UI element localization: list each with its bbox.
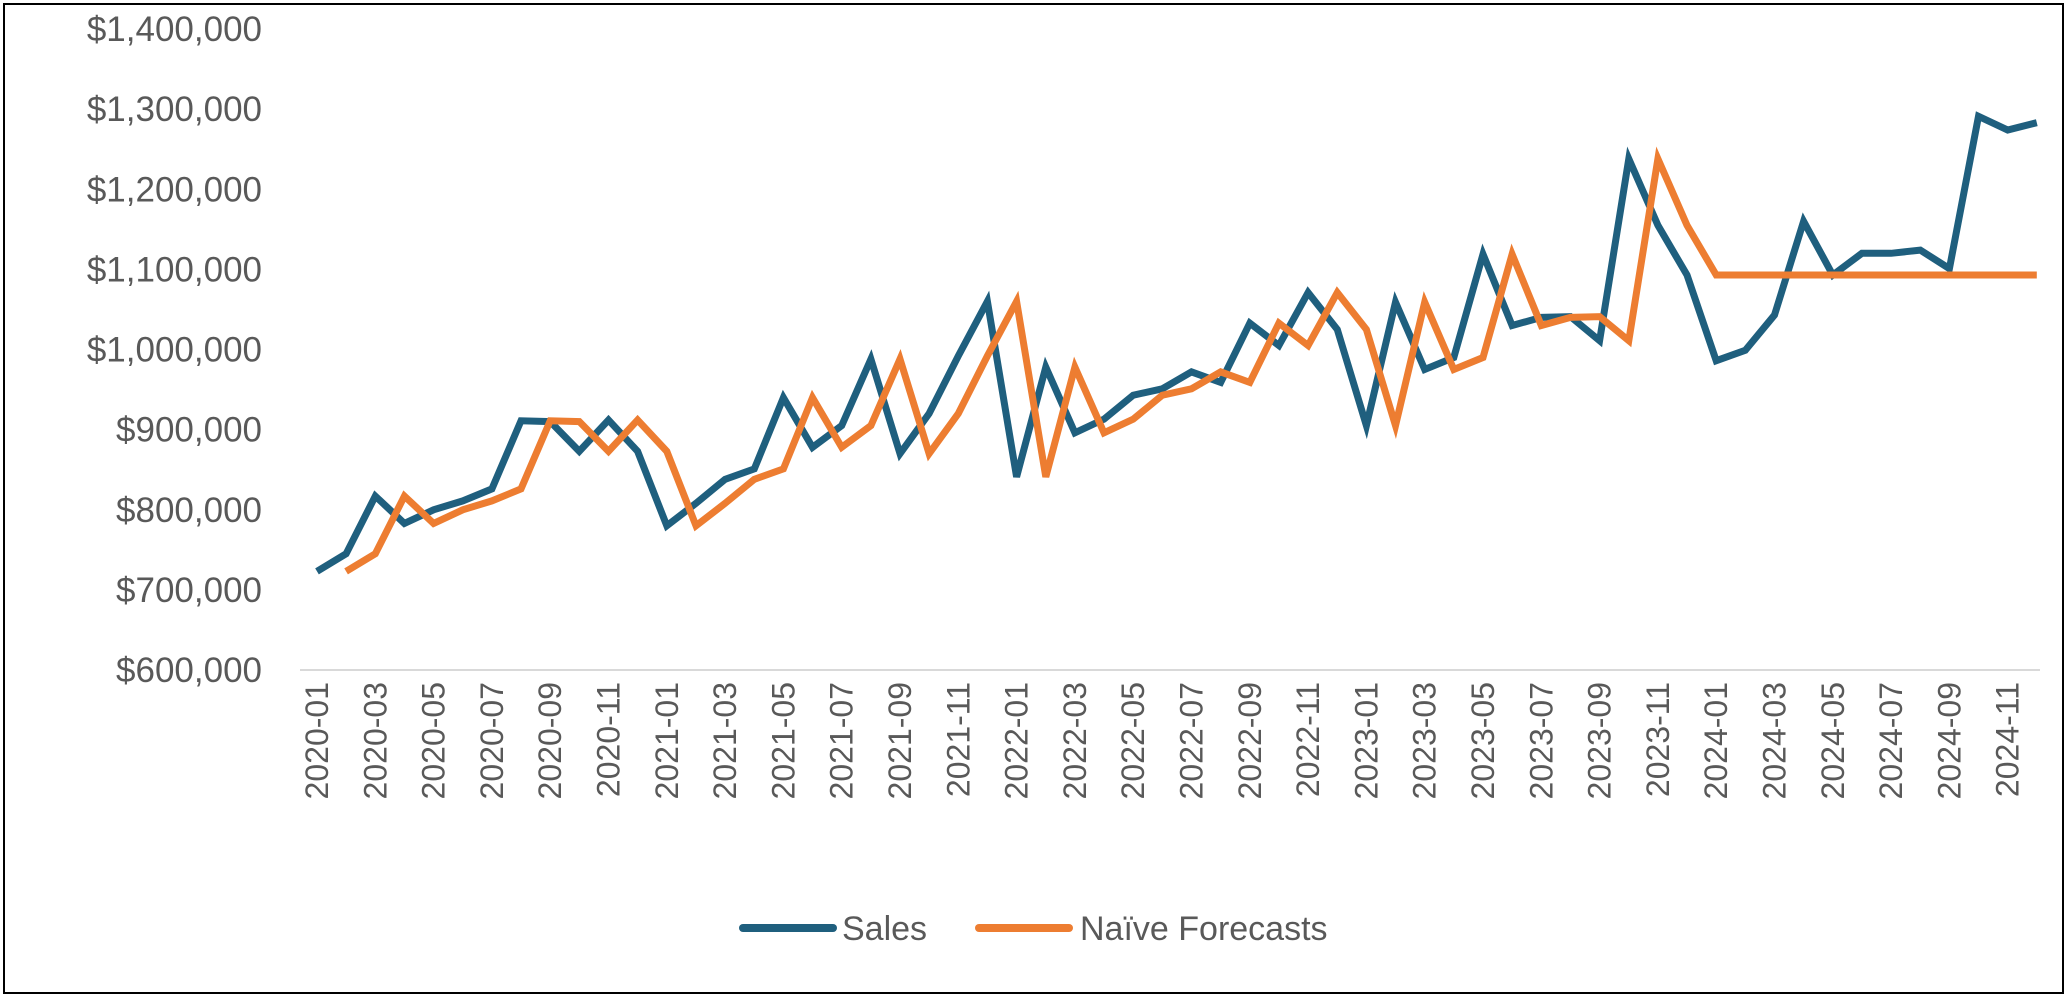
x-tick-label: 2021-03 (707, 682, 743, 799)
series-line-naive-forecasts (344, 146, 2037, 575)
x-tick-label: 2020-09 (532, 682, 568, 799)
x-tick-label: 2023-07 (1523, 682, 1559, 799)
legend: Sales Naïve Forecasts (739, 910, 1328, 948)
x-tick-label: 2024-07 (1873, 682, 1909, 799)
x-tick-label: 2020-03 (357, 682, 393, 799)
x-tick-label: 2023-03 (1407, 682, 1443, 799)
y-tick-label: $1,100,000 (87, 250, 262, 289)
chart-frame (3, 3, 2064, 994)
series-line-sales (315, 111, 2038, 575)
x-tick-label: 2022-07 (1174, 682, 1210, 799)
x-tick-label: 2024-11 (1990, 682, 2026, 797)
x-tick-label: 2023-11 (1640, 682, 1676, 797)
x-tick-label: 2022-05 (1115, 682, 1151, 799)
x-tick-label: 2020-07 (474, 682, 510, 799)
x-tick-label: 2020-01 (299, 682, 335, 799)
x-tick-label: 2021-01 (649, 682, 685, 799)
x-tick-label: 2024-01 (1698, 682, 1734, 799)
x-tick-label: 2022-03 (1057, 682, 1093, 799)
x-tick-label: 2023-09 (1582, 682, 1618, 799)
x-tick-label: 2020-05 (416, 682, 452, 799)
plot-lines (315, 111, 2038, 575)
x-tick-label: 2024-05 (1815, 682, 1851, 799)
y-tick-label: $800,000 (116, 491, 262, 530)
y-tick-label: $1,200,000 (87, 170, 262, 209)
y-axis: $600,000 $700,000 $800,000 $900,000 $1,000,0… (87, 10, 262, 690)
y-tick-label: $600,000 (116, 651, 262, 690)
x-axis: 2020-01 2020-03 2020-05 2020-07 2020-09 2020-… (299, 669, 2040, 799)
x-tick-label: 2023-01 (1348, 682, 1384, 799)
x-tick-label: 2021-07 (824, 682, 860, 799)
y-tick-label: $700,000 (116, 571, 262, 610)
x-tick-label: 2023-05 (1465, 682, 1501, 799)
y-tick-label: $1,000,000 (87, 331, 262, 370)
x-tick-label: 2024-03 (1757, 682, 1793, 799)
y-tick-label: $1,400,000 (87, 10, 262, 49)
x-tick-label: 2022-11 (1290, 682, 1326, 797)
x-tick-label: 2021-11 (940, 682, 976, 797)
legend-label: Sales (842, 910, 927, 948)
x-tick-label: 2020-11 (591, 682, 627, 797)
y-tick-label: $1,300,000 (87, 90, 262, 129)
x-tick-label: 2022-09 (1232, 682, 1268, 799)
x-tick-label: 2021-09 (882, 682, 918, 799)
y-tick-label: $900,000 (116, 411, 262, 450)
x-tick-label: 2022-01 (999, 682, 1035, 799)
legend-label: Naïve Forecasts (1080, 910, 1328, 948)
x-tick-label: 2024-09 (1931, 682, 1967, 799)
x-tick-label: 2021-05 (765, 682, 801, 799)
